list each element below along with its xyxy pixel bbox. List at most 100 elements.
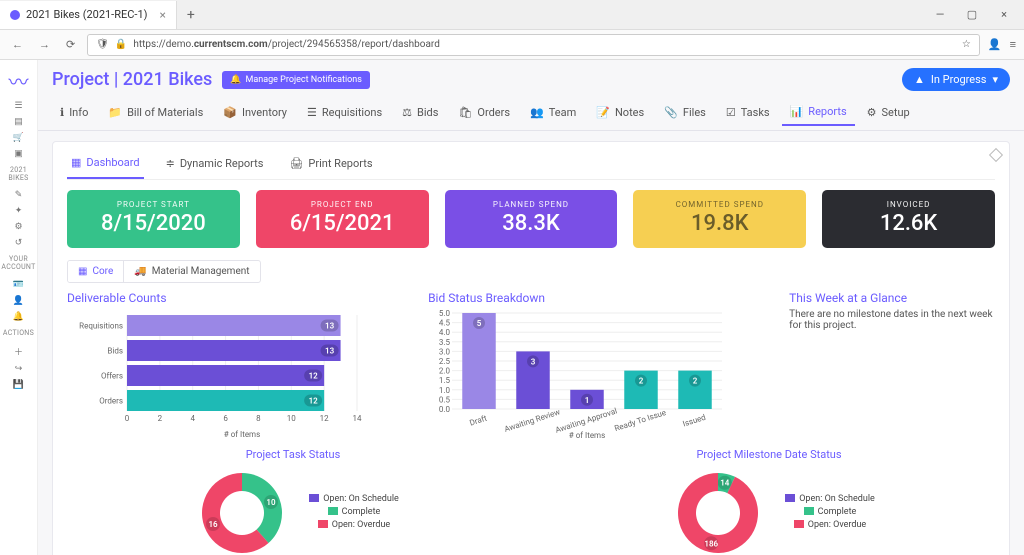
- tab-core[interactable]: ▦Core: [68, 261, 123, 282]
- nav-icon: 📦: [223, 106, 237, 119]
- kpi-card: PROJECT END6/15/2021: [256, 190, 429, 248]
- svg-text:Ready To Issue: Ready To Issue: [613, 408, 667, 433]
- svg-text:4.0: 4.0: [439, 328, 451, 337]
- topnav-bids[interactable]: ⚖Bids: [394, 99, 446, 126]
- svg-text:13: 13: [325, 322, 335, 331]
- sidebar-icon[interactable]: ＋: [0, 345, 37, 358]
- project-tabs: ℹInfo📁Bill of Materials📦Inventory☰Requis…: [38, 95, 1024, 131]
- nav-icon: 👥: [530, 106, 544, 119]
- nav-icon: ⚙: [867, 106, 877, 119]
- kpi-row: PROJECT START8/15/2020PROJECT END6/15/20…: [67, 190, 995, 248]
- print-icon: 🖨: [289, 157, 303, 170]
- topnav-info[interactable]: ℹInfo: [52, 99, 96, 126]
- truck-icon: 🚚: [134, 266, 146, 277]
- nav-back-icon[interactable]: ←: [8, 36, 27, 53]
- browser-account-icon[interactable]: 👤: [988, 38, 1002, 51]
- grid-icon: ▦: [78, 266, 87, 277]
- tab-dashboard[interactable]: ▦Dashboard: [67, 152, 144, 179]
- sidebar-icon[interactable]: 🪪: [0, 280, 37, 290]
- nav-icon: 📁: [108, 106, 122, 119]
- favicon: [10, 10, 20, 20]
- topnav-tasks[interactable]: ☑Tasks: [718, 99, 778, 126]
- legend-item: Complete: [309, 507, 399, 517]
- manage-notifications-button[interactable]: 🔔 Manage Project Notifications: [222, 71, 370, 89]
- project-status-button[interactable]: ▲ In Progress ▾: [902, 68, 1010, 91]
- svg-text:14: 14: [720, 479, 730, 488]
- tune-icon: ≑: [166, 157, 175, 170]
- sidebar-icon[interactable]: 🛒: [0, 133, 37, 143]
- sidebar-icon[interactable]: 💾: [0, 380, 37, 390]
- nav-forward-icon[interactable]: →: [35, 36, 54, 53]
- window-maximize-icon[interactable]: ▢: [960, 8, 984, 21]
- nav-icon: 🛍: [458, 106, 472, 119]
- sidebar-icon[interactable]: ▤: [0, 117, 37, 127]
- triangle-icon: ▲: [914, 73, 925, 86]
- svg-text:0.5: 0.5: [439, 395, 451, 404]
- new-tab-button[interactable]: +: [177, 7, 205, 23]
- topnav-setup[interactable]: ⚙Setup: [859, 99, 918, 126]
- browser-tabbar: 2021 Bikes (2021-REC-1) × + — ▢ ×: [0, 0, 1024, 30]
- svg-text:12: 12: [309, 397, 319, 406]
- svg-text:0: 0: [125, 414, 130, 423]
- bell-icon: 🔔: [230, 75, 241, 85]
- browser-tab[interactable]: 2021 Bikes (2021-REC-1) ×: [0, 1, 177, 29]
- browser-menu-icon[interactable]: ≡: [1010, 38, 1016, 51]
- svg-text:14: 14: [353, 414, 362, 423]
- legend-item: Open: On Schedule: [309, 494, 399, 504]
- chart-legend: Open: On ScheduleCompleteOpen: Overdue: [309, 494, 399, 533]
- window-close-icon[interactable]: ×: [992, 8, 1016, 21]
- page-title: Project | 2021 Bikes: [52, 69, 212, 90]
- topnav-files[interactable]: 📎Files: [656, 99, 714, 126]
- sidebar-icon[interactable]: ↺: [0, 238, 37, 248]
- glance-text: There are no milestone dates in the next…: [789, 309, 995, 331]
- topnav-orders[interactable]: 🛍Orders: [450, 99, 518, 126]
- topnav-bill-of-materials[interactable]: 📁Bill of Materials: [100, 99, 211, 126]
- topnav-inventory[interactable]: 📦Inventory: [215, 99, 295, 126]
- svg-text:1.0: 1.0: [439, 386, 451, 395]
- svg-text:2: 2: [158, 414, 163, 423]
- lock-icon: 🔒: [115, 39, 127, 50]
- svg-text:# of Items: # of Items: [224, 430, 260, 439]
- svg-text:1: 1: [585, 396, 590, 405]
- svg-text:2.0: 2.0: [439, 367, 451, 376]
- topnav-requisitions[interactable]: ☰Requisitions: [299, 99, 390, 126]
- window-minimize-icon[interactable]: —: [928, 8, 952, 21]
- topnav-team[interactable]: 👥Team: [522, 99, 584, 126]
- svg-text:186: 186: [705, 539, 719, 548]
- tab-print-reports[interactable]: 🖨Print Reports: [285, 152, 376, 179]
- sidebar-icon[interactable]: ⚙: [0, 222, 37, 232]
- svg-text:12: 12: [309, 372, 319, 381]
- svg-text:Issued: Issued: [682, 413, 707, 429]
- address-bar[interactable]: 🛡 🔒 https://demo.currentscm.com/project/…: [87, 34, 980, 56]
- svg-text:Requisitions: Requisitions: [79, 322, 123, 331]
- tab-title: 2021 Bikes (2021-REC-1): [26, 8, 147, 21]
- svg-text:5: 5: [477, 319, 482, 328]
- bookmark-icon[interactable]: ☆: [962, 39, 971, 50]
- sidebar-icon[interactable]: 🔔: [0, 312, 37, 322]
- tab-close-icon[interactable]: ×: [159, 8, 165, 22]
- main-area: Project | 2021 Bikes 🔔 Manage Project No…: [38, 60, 1024, 555]
- chart-legend: Open: On ScheduleCompleteOpen: Overdue: [785, 494, 875, 533]
- dashboard-panel-tabs: ▦Core 🚚Material Management: [67, 260, 261, 283]
- app-logo-icon[interactable]: 〰: [9, 66, 29, 95]
- sidebar-icon[interactable]: ✎: [0, 190, 37, 200]
- topnav-reports[interactable]: 📊Reports: [782, 99, 855, 126]
- dashboard-icon: ▦: [71, 156, 81, 169]
- svg-text:13: 13: [325, 347, 335, 356]
- sidebar-icon[interactable]: ✦: [0, 206, 37, 216]
- sidebar-icon[interactable]: ↪: [0, 364, 37, 374]
- tab-material-management[interactable]: 🚚Material Management: [123, 261, 259, 282]
- topnav-notes[interactable]: 📝Notes: [588, 99, 652, 126]
- tab-dynamic-reports[interactable]: ≑Dynamic Reports: [162, 152, 268, 179]
- report-card: ▦Dashboard ≑Dynamic Reports 🖨Print Repor…: [52, 141, 1010, 555]
- svg-text:Awaiting Review: Awaiting Review: [503, 407, 561, 434]
- legend-item: Open: On Schedule: [785, 494, 875, 504]
- kpi-card: INVOICED12.6K: [822, 190, 995, 248]
- svg-text:10: 10: [267, 498, 277, 507]
- sidebar-icon[interactable]: ▣: [0, 149, 37, 159]
- chart-title: Deliverable Counts: [67, 291, 410, 305]
- sidebar-icon[interactable]: 👤: [0, 296, 37, 306]
- sidebar-icon[interactable]: ☰: [0, 101, 37, 111]
- chart-title: Project Task Status: [67, 448, 519, 461]
- nav-refresh-icon[interactable]: ⟳: [62, 36, 79, 53]
